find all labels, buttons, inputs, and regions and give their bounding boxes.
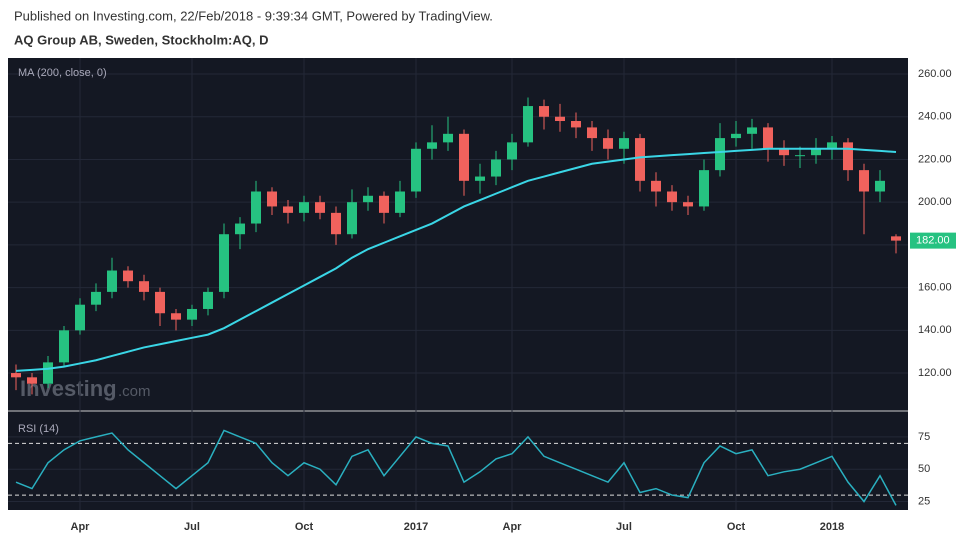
candle-body [699,170,709,207]
candle-body [507,142,517,160]
candle-body [155,291,165,314]
candle-body [123,270,133,282]
candle-body [235,223,245,235]
candle-body [11,373,21,378]
candle-body [859,170,869,192]
candle-body [171,313,181,320]
candle-body [571,121,581,128]
candle-body [875,180,885,192]
candle-body [187,308,197,320]
candle-body [75,304,85,331]
candle-body [331,212,341,235]
x-tick-label: Apr [503,521,523,533]
rsi-line [15,429,897,506]
candle-body [667,191,677,203]
candle-body [555,116,565,122]
candle-body [827,142,837,149]
candle-body [539,106,549,117]
y-tick-label: 25 [918,495,930,507]
last-price-label: 182.00 [916,235,950,247]
watermark-suffix: .com [118,383,151,400]
candle-body [443,133,453,143]
candle-body [843,142,853,171]
y-tick-label: 200.00 [918,196,952,208]
candle-body [683,202,693,207]
published-note: Published on Investing.com, 22/Feb/2018 … [14,8,493,23]
candle-body [795,155,805,157]
candle-body [491,159,501,177]
candle-body [619,138,629,149]
candle-body [427,142,437,149]
x-tick-label: Jul [184,521,200,533]
candle-body [27,377,37,384]
plot-background [8,58,908,510]
ma-line [15,147,897,372]
candle-body [635,138,645,181]
rsi-legend: RSI (14) [18,423,59,435]
candle-body [459,133,469,181]
candle-body [363,195,373,203]
candle-body [347,202,357,235]
candle-body [395,191,405,213]
candle-body [379,195,389,213]
y-tick-label: 50 [918,463,930,475]
candle-body [107,270,117,292]
x-tick-label: 2018 [820,521,844,533]
x-tick-label: 2017 [404,521,428,533]
y-tick-label: 240.00 [918,111,952,123]
x-tick-label: Apr [71,521,91,533]
x-tick-label: Oct [295,521,314,533]
candle-body [811,148,821,156]
candle-body [651,180,661,192]
y-tick-label: 260.00 [918,68,952,80]
candle-body [251,191,261,224]
ma-legend: MA (200, close, 0) [18,67,107,79]
candle-body [891,236,901,241]
candle-body [715,138,725,171]
candle-body [91,291,101,305]
candle-body [315,202,325,213]
y-tick-label: 75 [918,431,930,443]
y-tick-label: 140.00 [918,324,952,336]
y-tick-label: 220.00 [918,153,952,165]
candle-body [603,138,613,149]
candle-body [587,127,597,139]
last-price-box [910,232,956,249]
candle-body [523,106,533,143]
y-tick-label: 120.00 [918,367,952,379]
x-tick-label: Oct [727,521,746,533]
candle-body [283,206,293,213]
candle-body [203,291,213,309]
candle-body [59,330,69,363]
candle-body [43,362,53,384]
candle-body [747,127,757,134]
candle-body [475,176,485,181]
candle-body [219,234,229,292]
candle-body [267,191,277,207]
x-tick-label: Jul [616,521,632,533]
candle-body [763,127,773,149]
y-tick-label: 160.00 [918,282,952,294]
candle-body [731,133,741,139]
candle-body [299,202,309,213]
candle-body [139,281,149,292]
instrument-title: AQ Group AB, Sweden, Stockholm:AQ, D [14,32,268,47]
candle-body [411,148,421,192]
candle-body [779,148,789,156]
